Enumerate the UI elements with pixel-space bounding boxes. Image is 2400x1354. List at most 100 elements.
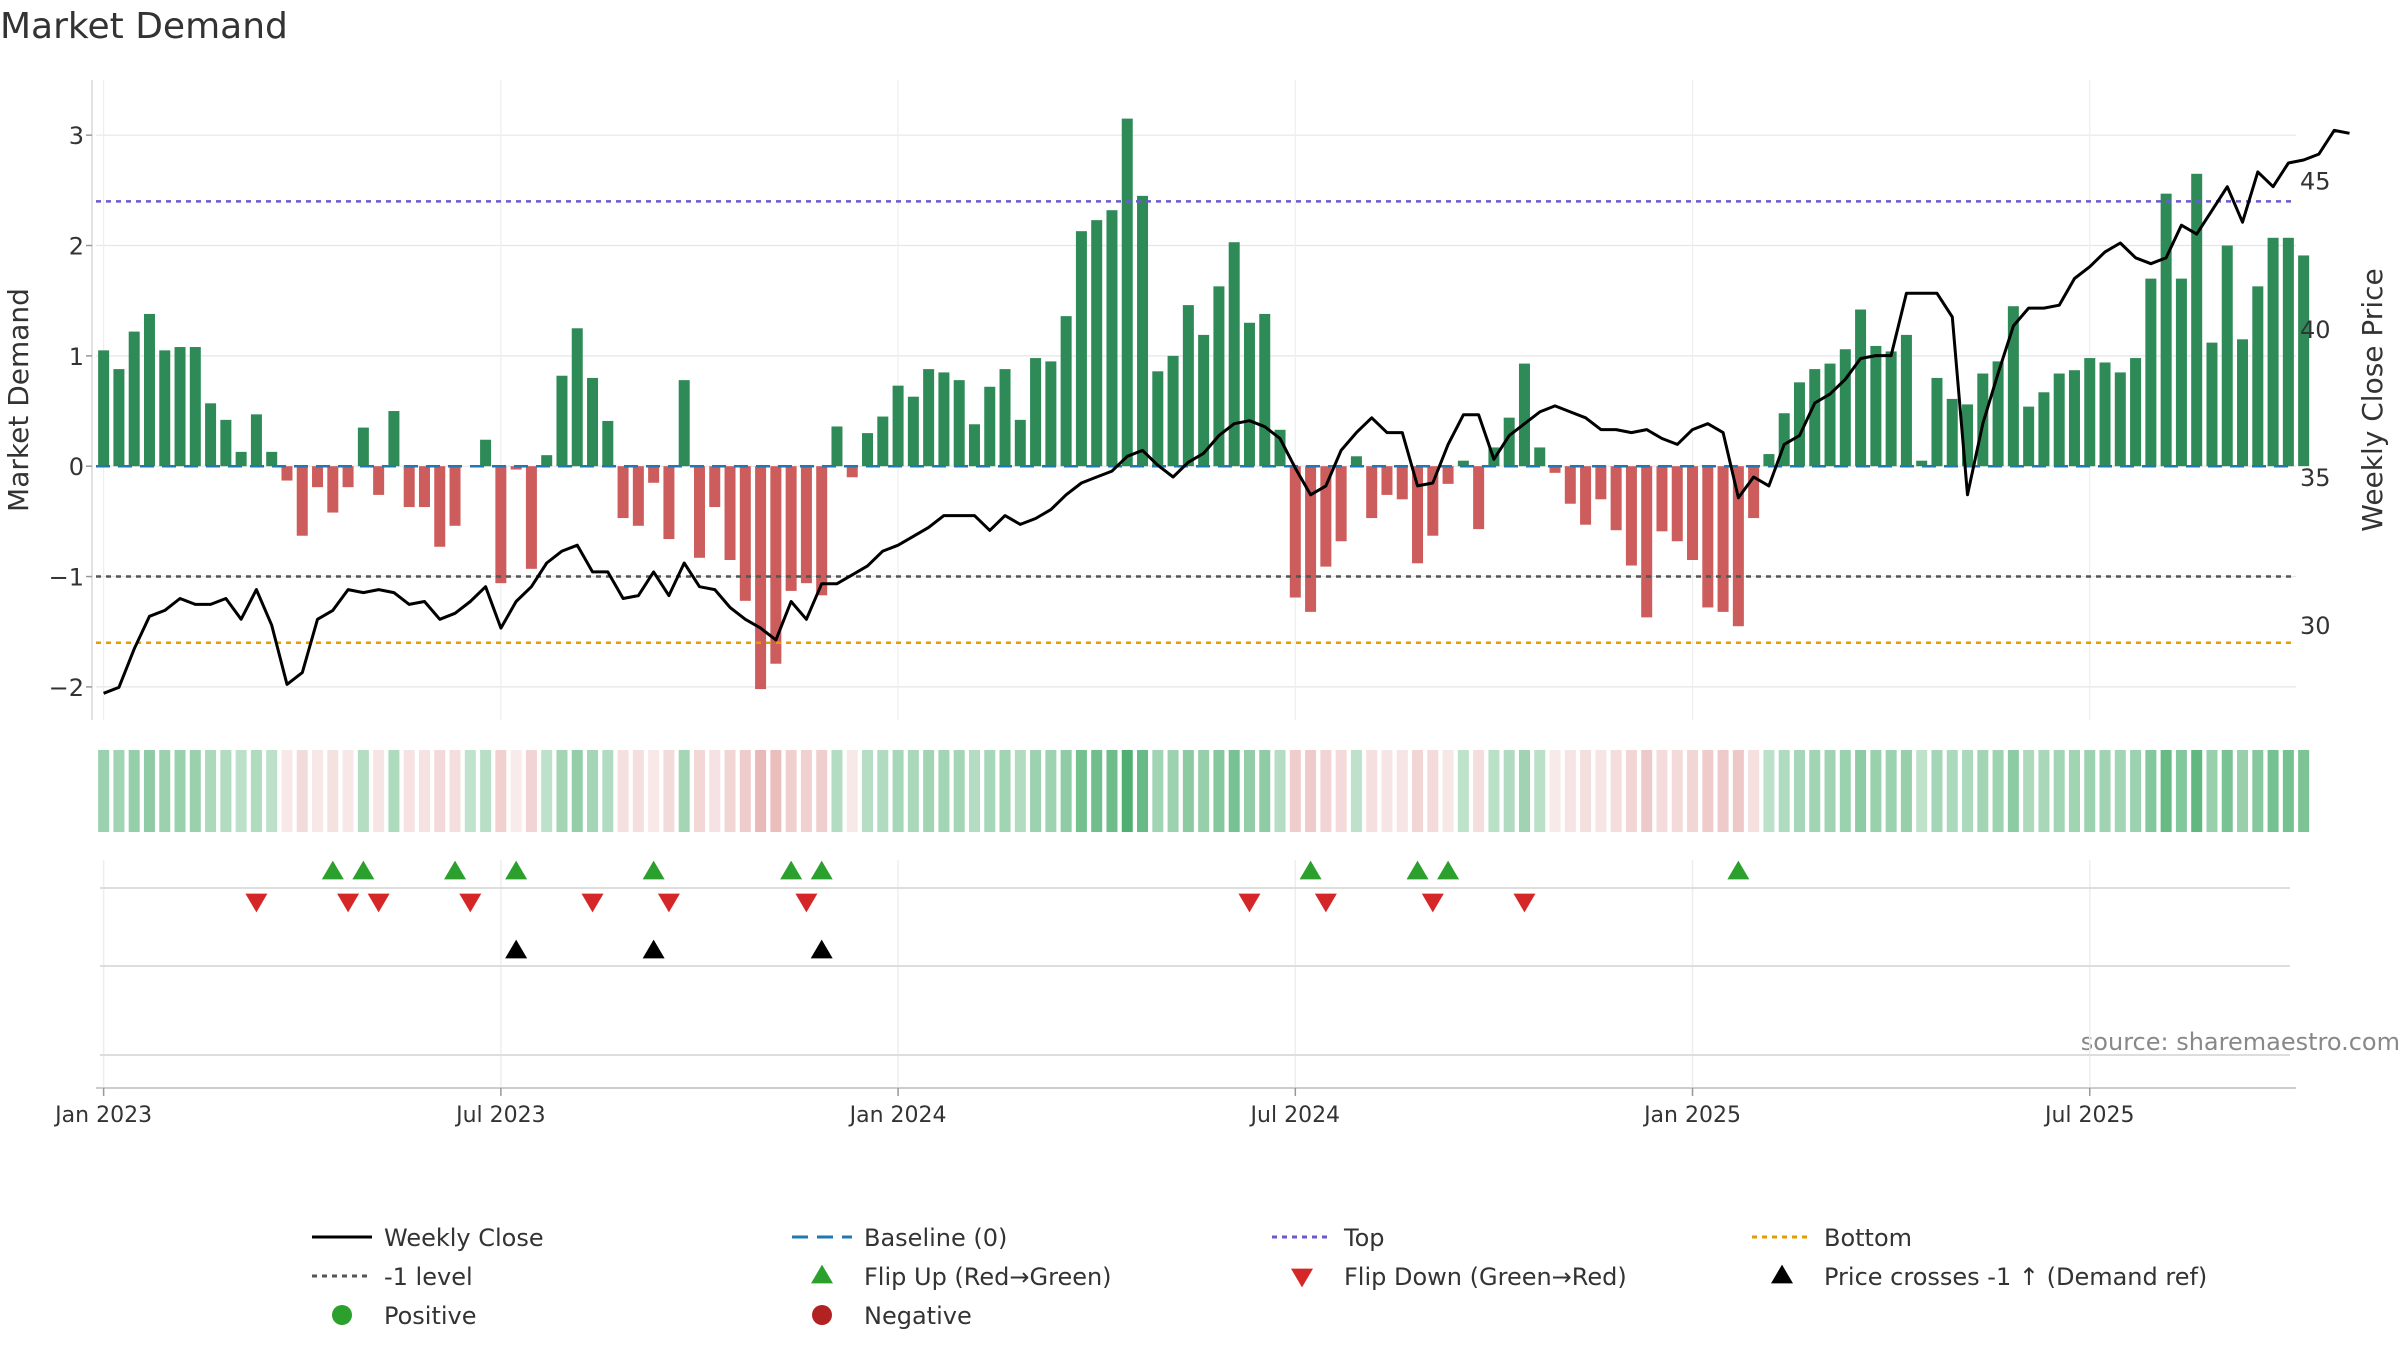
heatstrip-cell (2237, 750, 2249, 832)
heatstrip-cell (1793, 750, 1805, 832)
demand-bar (2114, 372, 2126, 467)
demand-bar (2221, 245, 2233, 467)
y-tick-label: 1 (69, 343, 84, 371)
demand-bar (1274, 429, 1286, 467)
heatstrip-cell (1870, 750, 1882, 832)
demand-bar (1442, 466, 1454, 484)
demand-bar (1152, 371, 1164, 467)
demand-bar (357, 427, 369, 467)
flip-down-marker (367, 893, 390, 913)
heatstrip-cell (1396, 750, 1408, 832)
demand-bar (1610, 466, 1622, 531)
legend-label: Negative (864, 1302, 972, 1330)
demand-bar (1060, 316, 1072, 467)
flip-down-marker (581, 893, 604, 913)
y2-tick-label: 30 (2300, 612, 2331, 640)
demand-bar (159, 350, 171, 467)
demand-bar (1014, 419, 1026, 467)
heatstrip-cell (1717, 750, 1729, 832)
demand-bar (1121, 118, 1133, 467)
heatstrip-cell (1167, 750, 1179, 832)
demand-bar (1870, 345, 1882, 467)
heatstrip-cell (2114, 750, 2126, 832)
heatstrip-cell (1580, 750, 1592, 832)
y2-tick-label: 45 (2300, 168, 2331, 196)
demand-bar (739, 466, 751, 601)
heatstrip-cell (953, 750, 965, 832)
demand-bar (816, 466, 828, 596)
heatstrip-cell (800, 750, 812, 832)
demand-bar (1412, 466, 1424, 564)
heatstrip-cell (2068, 750, 2080, 832)
demand-bar (1320, 466, 1332, 567)
demand-bar (2282, 237, 2294, 467)
demand-bar (632, 466, 644, 526)
demand-bar (342, 466, 354, 488)
demand-bar (2084, 358, 2096, 467)
demand-bar (2038, 392, 2050, 467)
flip-down-marker (337, 893, 360, 913)
heatstrip-cell (1198, 750, 1210, 832)
heatstrip-cell (1457, 750, 1469, 832)
demand-bar (1916, 460, 1928, 467)
demand-bar (1457, 460, 1469, 467)
heatstrip-cell (1595, 750, 1607, 832)
heatstrip-cell (2084, 750, 2096, 832)
demand-bar (1931, 377, 1943, 467)
flip-up-marker (1299, 860, 1322, 880)
heatstrip-cell (159, 750, 171, 832)
demand-bar (1992, 361, 2004, 467)
heatstrip-cell (2130, 750, 2142, 832)
demand-bar (709, 466, 721, 508)
flip-up-marker (642, 860, 665, 880)
heatstrip-cell (862, 750, 874, 832)
flip-up-marker (810, 860, 833, 880)
demand-bar (1243, 322, 1255, 467)
legend-label: Top (1343, 1224, 1385, 1252)
heatstrip-cell (312, 750, 324, 832)
demand-bar (143, 313, 155, 467)
demand-bar (373, 466, 385, 495)
demand-bar (1855, 309, 1867, 467)
heatstrip-cell (113, 750, 125, 832)
heatstrip-cell (571, 750, 583, 832)
demand-bar (2145, 278, 2157, 467)
demand-bar (1045, 361, 1057, 467)
demand-bar (587, 377, 599, 467)
heatstrip-cell (2053, 750, 2065, 832)
demand-bar (495, 466, 507, 584)
heatstrip-cell (1412, 750, 1424, 832)
heatstrip-cell (724, 750, 736, 832)
y-tick-label: −2 (49, 674, 84, 702)
demand-bar (2130, 358, 2142, 467)
demand-bar (403, 466, 415, 508)
heatstrip-cell (1916, 750, 1928, 832)
legend-label: -1 level (384, 1263, 473, 1291)
heatstrip-cell (1305, 750, 1317, 832)
demand-bar (1671, 466, 1683, 542)
heatstrip-cell (1091, 750, 1103, 832)
demand-bar (1717, 466, 1729, 612)
demand-bar (312, 466, 324, 488)
heatstrip-cell (1778, 750, 1790, 832)
legend-label: Baseline (0) (864, 1224, 1007, 1252)
demand-bar (2267, 237, 2279, 467)
heatstrip-cell (1641, 750, 1653, 832)
heatstrip-cell (1259, 750, 1271, 832)
demand-bar (953, 380, 965, 467)
demand-bar (678, 380, 690, 467)
heatstrip-cell (541, 750, 553, 832)
demand-bars (98, 118, 2310, 690)
demand-bar (923, 369, 935, 467)
heatstrip-cell (770, 750, 782, 832)
demand-bar (770, 466, 782, 664)
demand-bar (281, 466, 293, 481)
heatstrip-cell (1243, 750, 1255, 832)
demand-bar (1091, 220, 1103, 467)
heatstrip-cell (1855, 750, 1867, 832)
demand-bar (174, 347, 186, 467)
heatstrip-cell (1549, 750, 1561, 832)
heatstrip-cell (418, 750, 430, 832)
heatstrip-cell (693, 750, 705, 832)
